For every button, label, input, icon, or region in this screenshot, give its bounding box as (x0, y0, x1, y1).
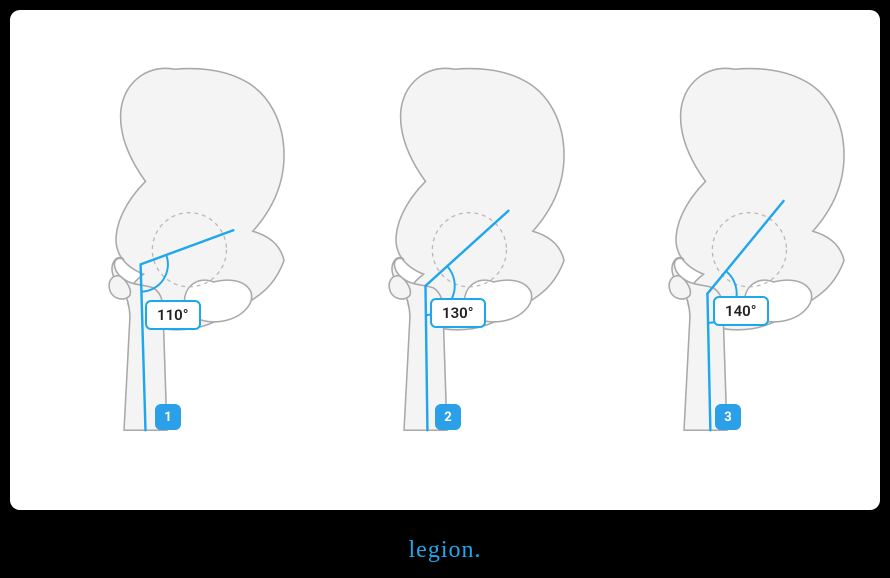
angle-badge: 130° (430, 298, 486, 328)
hip-panel-1: 110° 1 (25, 40, 305, 440)
hip-panel-3: 140° 3 (585, 40, 865, 440)
angle-badge: 140° (713, 296, 769, 326)
panel-number-badge: 1 (155, 404, 181, 430)
angle-badge: 110° (145, 300, 201, 330)
hip-panel-2: 130° 2 (305, 40, 585, 440)
panel-number-badge: 2 (435, 404, 461, 430)
hip-illustration (35, 40, 295, 440)
panel-number-badge: 3 (715, 404, 741, 430)
brand-text: legion. (409, 537, 482, 564)
diagram-card: 110° 1 130° 2 140° 3 (10, 10, 880, 510)
hip-illustration (595, 40, 855, 440)
hip-illustration (315, 40, 575, 440)
